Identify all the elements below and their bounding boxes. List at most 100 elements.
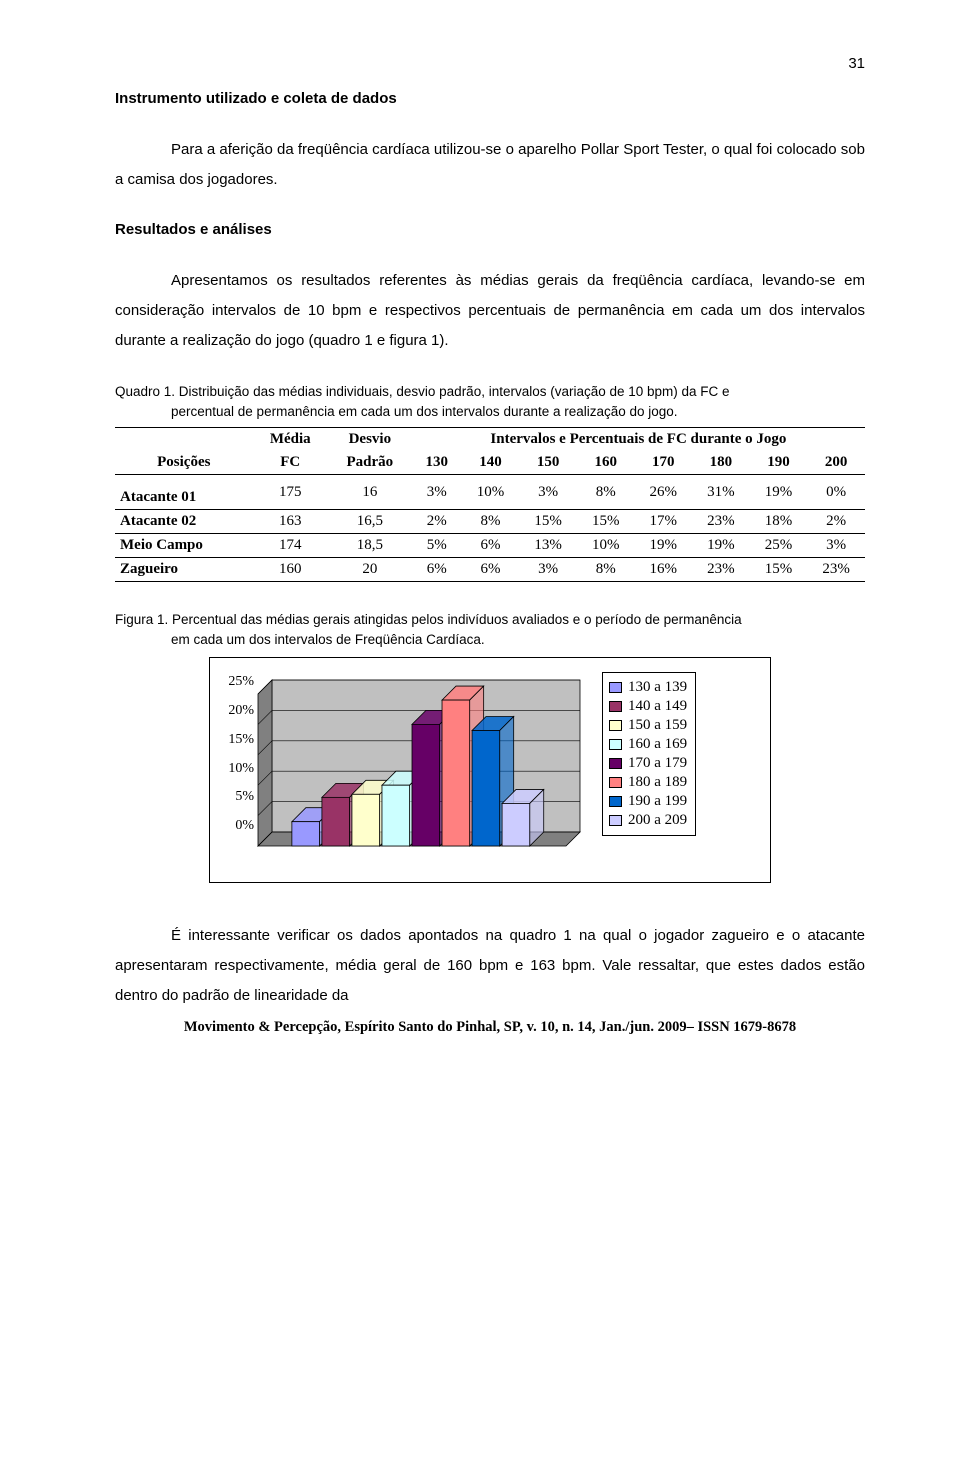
th-col: 150 (519, 451, 577, 475)
th-col: 140 (462, 451, 520, 475)
cell: 10% (462, 475, 520, 510)
cell: 10% (577, 534, 635, 558)
legend-item: 200 a 209 (609, 812, 687, 829)
cell: 19% (692, 534, 750, 558)
th-padrao: Padrão (328, 451, 412, 475)
section-heading-instrumento: Instrumento utilizado e coleta de dados (115, 90, 865, 107)
cell: 6% (462, 534, 520, 558)
cell: 8% (577, 558, 635, 582)
legend-item: 140 a 149 (609, 698, 687, 715)
ytick: 20% (220, 703, 254, 719)
legend-swatch (609, 701, 622, 712)
cell-pos: Zagueiro (115, 558, 253, 582)
th-fc: FC (253, 451, 328, 475)
cell: 19% (750, 475, 808, 510)
cell: 31% (692, 475, 750, 510)
th-col: 190 (750, 451, 808, 475)
cell: 0% (807, 475, 865, 510)
section-heading-resultados: Resultados e análises (115, 221, 865, 238)
th-desvio: Desvio (328, 428, 412, 452)
cell: 18,5 (328, 534, 412, 558)
cell: 8% (462, 510, 520, 534)
cell: 16 (328, 475, 412, 510)
cell: 25% (750, 534, 808, 558)
cell: 15% (519, 510, 577, 534)
th-posicoes: Posições (115, 451, 253, 475)
legend-label: 160 a 169 (628, 736, 687, 753)
cell: 23% (692, 510, 750, 534)
th-col: 160 (577, 451, 635, 475)
legend-item: 180 a 189 (609, 774, 687, 791)
cell: 15% (577, 510, 635, 534)
chart-legend: 130 a 139 140 a 149 150 a 159 160 a 169 170 … (602, 672, 696, 836)
legend-swatch (609, 796, 622, 807)
cell: 19% (635, 534, 693, 558)
cell: 174 (253, 534, 328, 558)
legend-label: 190 a 199 (628, 793, 687, 810)
cell: 26% (635, 475, 693, 510)
cell: 3% (807, 534, 865, 558)
cell: 6% (412, 558, 462, 582)
legend-label: 170 a 179 (628, 755, 687, 772)
cell-pos: Meio Campo (115, 534, 253, 558)
cell-pos: Atacante 02 (115, 510, 253, 534)
ytick: 0% (220, 818, 254, 834)
legend-label: 180 a 189 (628, 774, 687, 791)
ytick: 5% (220, 789, 254, 805)
table-row: Atacante 01 175 16 3% 10% 3% 8% 26% 31% … (115, 475, 865, 510)
th-intervalos: Intervalos e Percentuais de FC durante o… (412, 428, 865, 452)
paragraph-resultados: Apresentamos os resultados referentes às… (115, 266, 865, 356)
cell: 6% (462, 558, 520, 582)
cell: 2% (412, 510, 462, 534)
legend-swatch (609, 815, 622, 826)
cell: 3% (519, 558, 577, 582)
legend-swatch (609, 739, 622, 750)
ytick: 15% (220, 732, 254, 748)
legend-item: 160 a 169 (609, 736, 687, 753)
page-footer: Movimento & Percepção, Espírito Santo do… (115, 1019, 865, 1036)
figura1-caption: Figura 1. Percentual das médias gerais a… (115, 610, 865, 649)
quadro1-table: Média Desvio Intervalos e Percentuais de… (115, 427, 865, 582)
th-col: 200 (807, 451, 865, 475)
legend-swatch (609, 720, 622, 731)
cell: 3% (412, 475, 462, 510)
legend-item: 190 a 199 (609, 793, 687, 810)
th-col: 170 (635, 451, 693, 475)
legend-item: 150 a 159 (609, 717, 687, 734)
cell: 175 (253, 475, 328, 510)
legend-item: 130 a 139 (609, 679, 687, 696)
cell: 20 (328, 558, 412, 582)
cell: 3% (519, 475, 577, 510)
cell-pos: Atacante 01 (115, 475, 253, 510)
cell: 16,5 (328, 510, 412, 534)
th-col: 130 (412, 451, 462, 475)
legend-label: 150 a 159 (628, 717, 687, 734)
quadro1-caption-line2: percentual de permanência em cada um dos… (115, 402, 865, 422)
table-row: Atacante 02 163 16,5 2% 8% 15% 15% 17% 2… (115, 510, 865, 534)
cell: 5% (412, 534, 462, 558)
figura1-chart: 25% 20% 15% 10% 5% 0% 130 a 139 140 a 149… (209, 657, 771, 883)
legend-label: 130 a 139 (628, 679, 687, 696)
chart-y-axis: 25% 20% 15% 10% 5% 0% (220, 674, 254, 834)
cell: 23% (692, 558, 750, 582)
cell: 23% (807, 558, 865, 582)
figura1-caption-line1: Figura 1. Percentual das médias gerais a… (115, 612, 742, 627)
legend-item: 170 a 179 (609, 755, 687, 772)
legend-label: 140 a 149 (628, 698, 687, 715)
legend-swatch (609, 758, 622, 769)
cell: 160 (253, 558, 328, 582)
cell: 18% (750, 510, 808, 534)
table-row: Zagueiro 160 20 6% 6% 3% 8% 16% 23% 15% … (115, 558, 865, 582)
th-col: 180 (692, 451, 750, 475)
ytick: 25% (220, 674, 254, 690)
cell: 15% (750, 558, 808, 582)
cell: 8% (577, 475, 635, 510)
chart-plot-area (254, 672, 584, 856)
th-media: Média (253, 428, 328, 452)
ytick: 10% (220, 761, 254, 777)
cell: 13% (519, 534, 577, 558)
legend-swatch (609, 682, 622, 693)
paragraph-conclusion: É interessante verificar os dados aponta… (115, 921, 865, 1011)
page-number: 31 (115, 55, 865, 72)
table-row: Meio Campo 174 18,5 5% 6% 13% 10% 19% 19… (115, 534, 865, 558)
